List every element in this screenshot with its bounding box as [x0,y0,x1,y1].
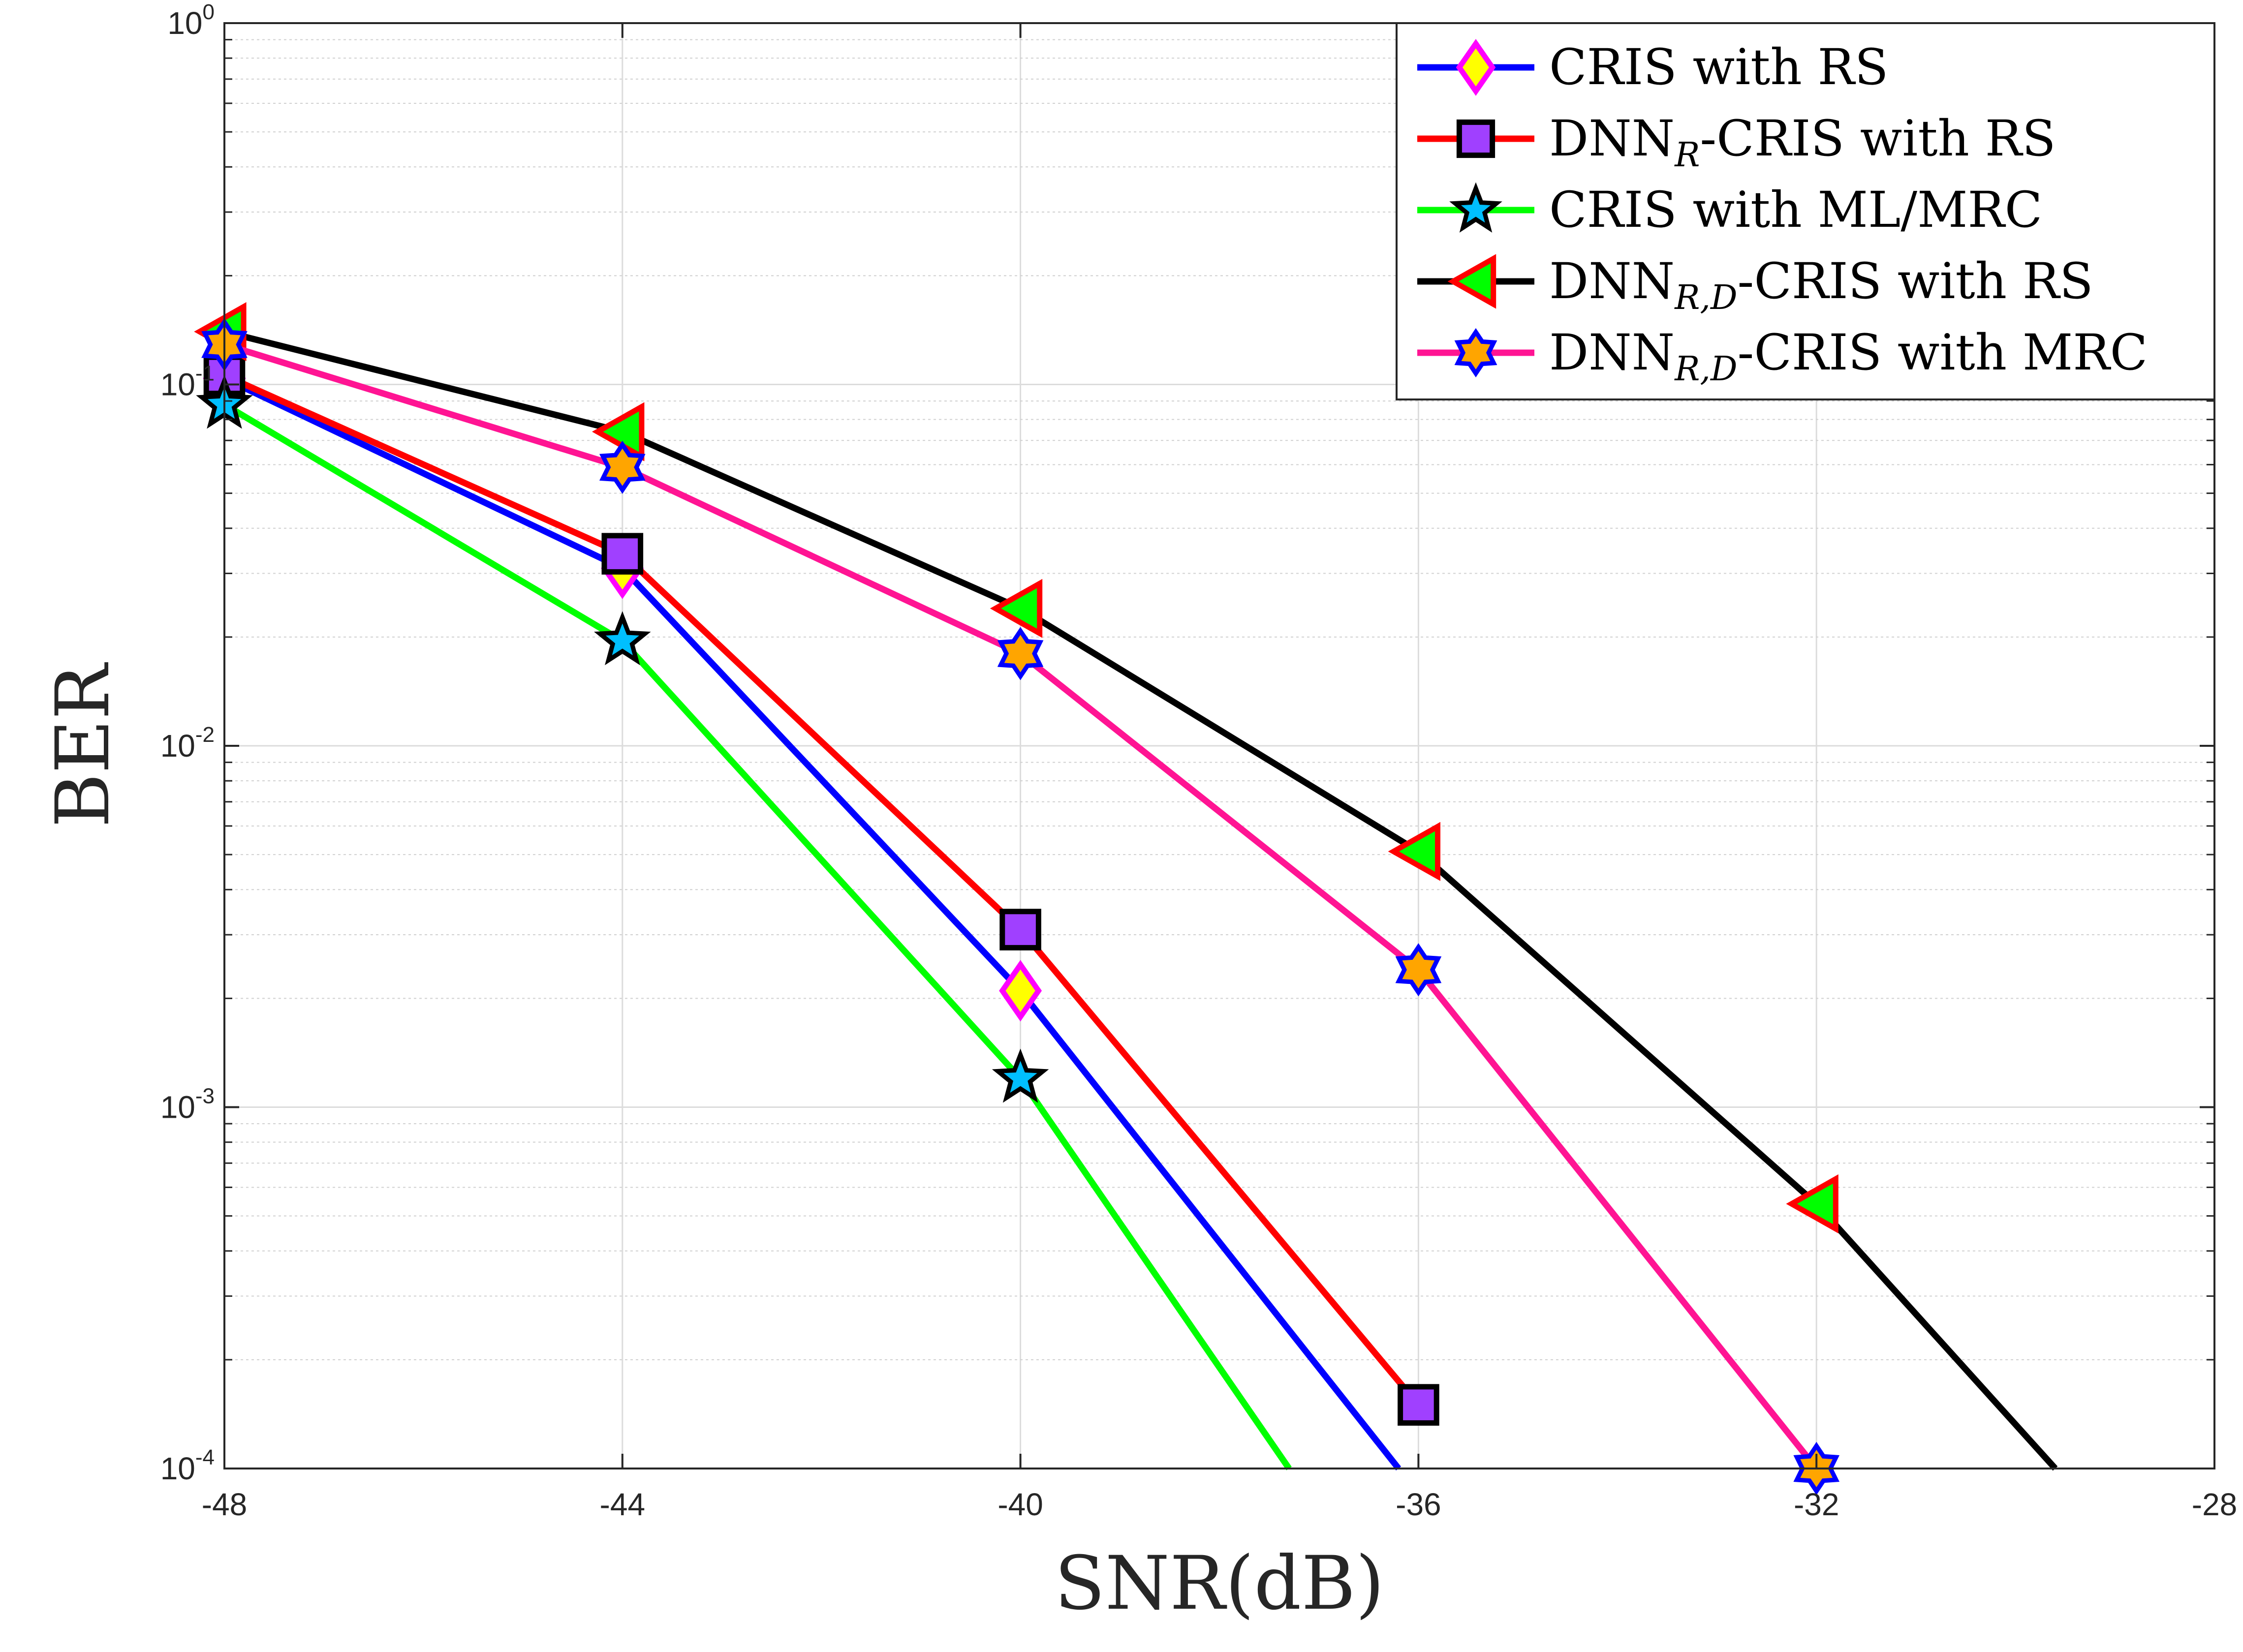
legend-label-rest: -CRIS with RS [1738,252,2093,310]
data-point [601,533,644,575]
x-tick-label: -36 [1396,1487,1441,1522]
series-4 [194,302,2058,1471]
legend-entry: CRIS with ML/MRC [1417,181,2042,239]
series-lines [194,302,2058,1496]
legend-entry: DNNR,D-CRIS with RS [1417,252,2093,317]
y-tick-label: 10-4 [160,1445,215,1486]
data-point [992,1048,1049,1103]
legend-marker [1447,254,1496,309]
legend-label: CRIS with RS [1549,38,1888,96]
y-tick-label: 100 [167,0,215,41]
data-point [594,611,651,666]
data-point [592,402,645,461]
data-point [1395,943,1442,997]
legend-label-main: DNN [1549,252,1675,310]
legend-label-rest: -CRIS with MRC [1738,324,2148,381]
legend-label-main: CRIS with ML/MRC [1549,181,2042,239]
series-5 [201,318,1840,1496]
y-tick-label: 10-3 [160,1084,215,1125]
legend-label: CRIS with ML/MRC [1549,181,2042,239]
legend-entry: CRIS with RS [1417,38,1888,96]
data-point [1388,822,1440,881]
legend-label: DNNR,D-CRIS with RS [1549,252,2093,317]
series-line [223,372,1421,1407]
x-tick-label: -40 [997,1487,1043,1522]
legend-label-subscript: R [1674,136,1700,175]
x-tick-label: -32 [1794,1487,1839,1522]
legend-label-rest: -CRIS with RS [1700,110,2056,167]
x-tick-label: -44 [600,1487,646,1522]
y-axis-title: BER [40,662,126,828]
axis-ticks: -48 -44 -40 -36 -32 -28 100 10-1 10-2 10-3 10-4 [160,0,2238,1522]
legend-entry: DNNR-CRIS with RS [1417,110,2056,175]
x-axis-title: SNR(dB) [1055,1541,1384,1626]
data-point [999,909,1041,950]
series-line [223,375,1402,1471]
legend-label-main: DNN [1549,324,1675,381]
data-point [1786,1174,1838,1234]
data-point [999,960,1042,1022]
series-line [223,328,2058,1471]
legend-label-main: CRIS with RS [1549,38,1888,96]
x-tick-label: -28 [2192,1487,2238,1522]
legend-label: DNNR,D-CRIS with MRC [1549,324,2148,389]
data-point [1398,1384,1439,1426]
legend-label-subscript: R,D [1674,350,1737,389]
legend-entry: DNNR,D-CRIS with MRC [1417,324,2148,389]
y-tick-label: 10-1 [160,362,215,402]
legend-marker [1456,119,1495,158]
legend-marker [1456,39,1496,96]
legend-label: DNNR-CRIS with RS [1549,110,2056,175]
x-tick-label: -48 [202,1487,248,1522]
legend-label-subscript: R,D [1674,278,1737,317]
y-tick-label: 10-2 [160,723,215,764]
legend-marker [1454,328,1497,378]
data-point [997,627,1044,680]
legend-marker [1449,182,1502,233]
data-point [990,579,1043,638]
series-line [222,401,1292,1470]
legend-label-main: DNN [1549,110,1675,167]
data-point [599,440,646,494]
